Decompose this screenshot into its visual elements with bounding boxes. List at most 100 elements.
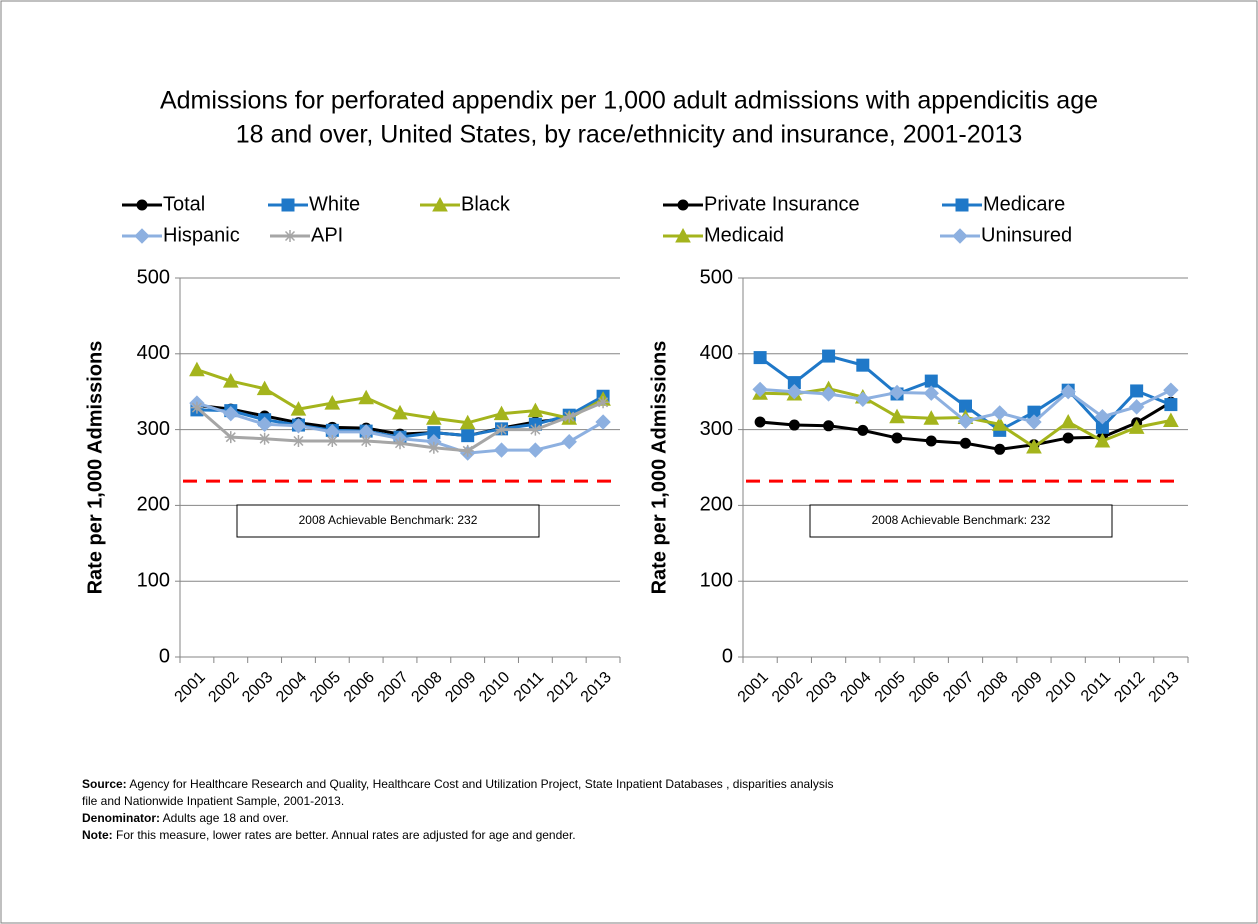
marker [563, 410, 576, 423]
footnote-text: Adults age 18 and over. [160, 811, 289, 825]
footnote-label: Note: [82, 828, 113, 842]
marker [1062, 432, 1074, 444]
marker [223, 405, 239, 422]
marker [426, 410, 442, 425]
marker [222, 373, 239, 388]
marker [786, 383, 803, 400]
legend-marker [955, 198, 969, 212]
footnote-label: Source: [82, 777, 127, 791]
marker [994, 443, 1006, 455]
footnote: Denominator: Adults age 18 and over. [82, 811, 289, 825]
marker [258, 432, 271, 445]
legend-label: Private Insurance [704, 193, 860, 215]
marker [493, 442, 510, 458]
marker [1164, 398, 1178, 412]
marker [459, 414, 476, 430]
legend-label: White [309, 193, 360, 215]
marker [924, 374, 938, 388]
legend-label: Uninsured [981, 224, 1072, 246]
marker [392, 404, 408, 420]
marker [991, 416, 1008, 431]
marker [1094, 432, 1111, 448]
marker [1163, 412, 1179, 428]
legend-marker [281, 198, 295, 212]
footnote: file and Nationwide Inpatient Sample, 20… [82, 794, 344, 808]
marker [326, 434, 339, 447]
marker [360, 434, 373, 447]
legend-label: Black [461, 193, 511, 215]
legend-label: API [311, 224, 343, 246]
benchmark-label: 2008 Achievable Benchmark: 232 [299, 513, 478, 527]
marker [752, 381, 768, 398]
footnote: Source: Agency for Healthcare Research a… [82, 777, 834, 791]
legend-marker [136, 199, 148, 211]
marker [1128, 399, 1145, 415]
y-tick-label: 100 [700, 569, 733, 591]
marker [788, 419, 800, 431]
marker [597, 396, 610, 409]
plot: 0100200300400500200120022003200420052006… [648, 193, 1189, 706]
y-tick-label: 300 [700, 418, 733, 440]
marker [190, 401, 203, 414]
marker [753, 351, 767, 365]
marker [1060, 383, 1076, 400]
y-tick-label: 100 [137, 569, 170, 591]
marker [256, 380, 273, 396]
marker [992, 405, 1008, 421]
y-axis-label: Rate per 1,000 Admissions [84, 341, 106, 595]
footnote-text: Agency for Healthcare Research and Quali… [127, 777, 834, 791]
marker [889, 384, 905, 401]
y-tick-label: 200 [700, 494, 733, 516]
chart-title: Admissions for perforated appendix per 1… [160, 87, 1098, 115]
marker [461, 429, 475, 443]
marker [957, 413, 974, 429]
y-tick-label: 500 [137, 266, 170, 288]
marker [324, 395, 341, 410]
legend-marker [134, 228, 150, 244]
marker [1026, 414, 1042, 430]
marker [358, 389, 374, 405]
legend-marker [952, 228, 968, 244]
legend-label: Hispanic [163, 224, 240, 246]
marker [891, 432, 903, 444]
marker [1128, 419, 1145, 434]
marker [427, 441, 440, 454]
y-tick-label: 200 [137, 494, 170, 516]
footnote-text: For this measure, lower rates are better… [113, 828, 576, 842]
y-tick-label: 400 [137, 342, 170, 364]
marker [292, 434, 305, 447]
marker [1094, 409, 1111, 425]
benchmark-label: 2008 Achievable Benchmark: 232 [872, 513, 1051, 527]
y-tick-label: 0 [159, 645, 170, 667]
marker [889, 408, 905, 424]
marker [189, 361, 205, 377]
marker [923, 410, 940, 425]
marker [493, 405, 510, 421]
y-tick-label: 400 [700, 342, 733, 364]
marker [290, 401, 307, 416]
benchmark-box [809, 504, 1113, 538]
marker [595, 414, 611, 430]
marker [823, 420, 835, 432]
y-axis-label: Rate per 1,000 Admissions [648, 341, 670, 595]
marker [256, 416, 273, 433]
marker [461, 444, 474, 457]
marker [1026, 438, 1042, 454]
marker [960, 437, 971, 449]
marker [224, 431, 237, 444]
legend-label: Total [163, 193, 205, 215]
legend-marker [677, 199, 689, 211]
footnote-text: file and Nationwide Inpatient Sample, 20… [82, 794, 344, 808]
marker [923, 385, 939, 401]
y-tick-label: 500 [700, 266, 733, 288]
marker [856, 358, 870, 372]
marker [529, 423, 542, 436]
marker [1130, 384, 1144, 398]
legend-label: Medicare [983, 193, 1065, 215]
marker [1060, 413, 1077, 429]
marker [820, 386, 837, 402]
y-tick-label: 300 [137, 418, 170, 440]
legend-marker [675, 227, 691, 243]
marker [561, 434, 577, 450]
